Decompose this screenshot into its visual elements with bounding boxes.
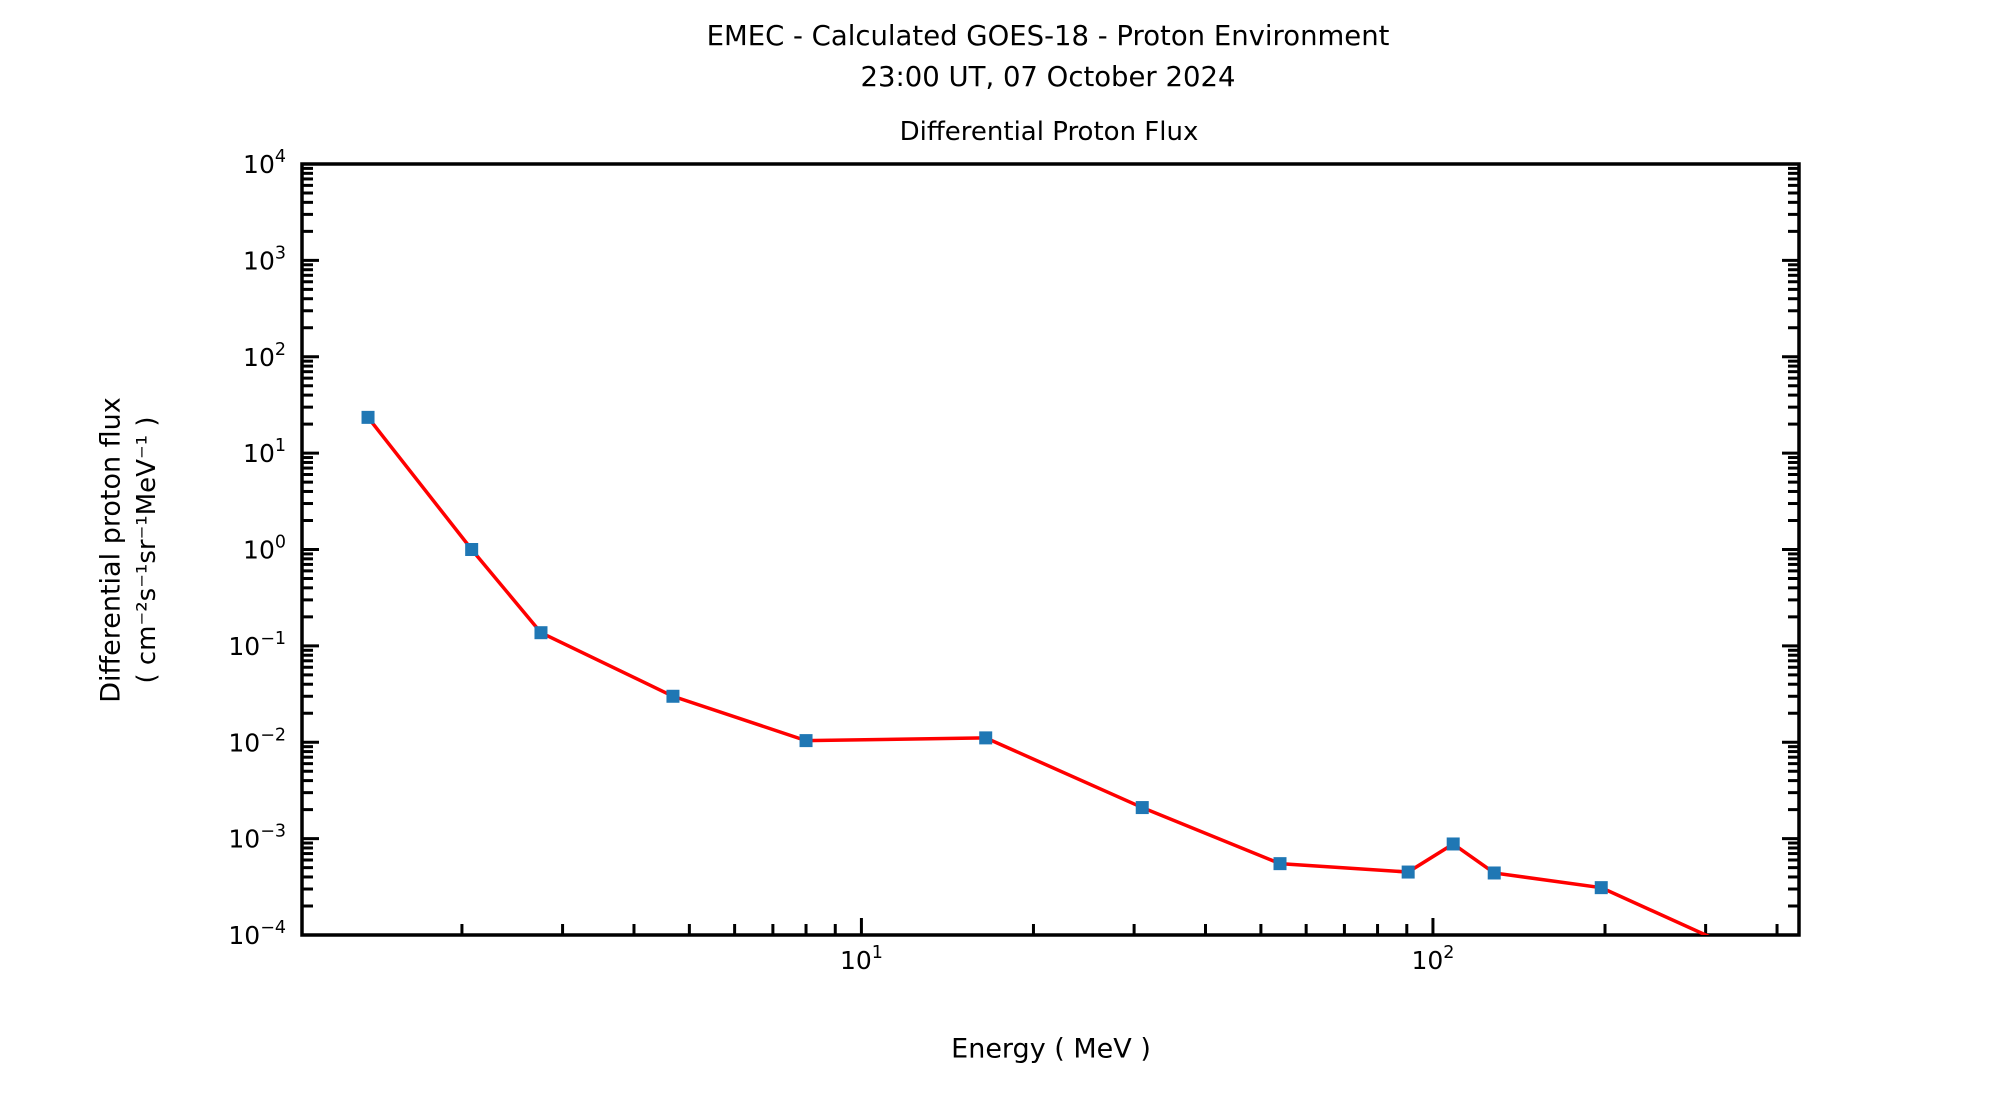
flux-markers	[361, 410, 1739, 954]
x-axis-label: Energy ( MeV )	[951, 1033, 1151, 1065]
flux-line	[366, 416, 1710, 935]
flux-marker	[1446, 837, 1460, 851]
tick-label: 100	[243, 533, 286, 565]
tick-label: 103	[243, 243, 286, 275]
flux-marker	[1594, 881, 1608, 895]
tick-label: 10−2	[228, 725, 286, 757]
flux-marker	[361, 410, 375, 424]
flux-marker	[534, 626, 548, 640]
tick-label: 10−4	[228, 918, 286, 950]
tick-label: 10−1	[228, 629, 286, 661]
figure-title-line1: EMEC - Calculated GOES-18 - Proton Envir…	[706, 20, 1390, 52]
tick-label: 101	[840, 943, 883, 975]
tick-label: 104	[243, 147, 286, 179]
axes-title: Differential Proton Flux	[899, 117, 1199, 147]
plot-border	[300, 162, 1801, 937]
tick-label: 101	[243, 436, 286, 468]
flux-marker	[1726, 941, 1739, 954]
flux-marker	[979, 731, 993, 745]
flux-marker	[1487, 866, 1501, 880]
tick-label: 102	[1411, 943, 1454, 975]
flux-marker	[1135, 801, 1149, 815]
tick-label: 102	[243, 340, 286, 372]
tick-labels: 101 102 104 103 102 101 100 10−1 10−2 10−3 10−4	[228, 147, 1454, 975]
flux-marker	[799, 734, 813, 748]
flux-marker	[1401, 865, 1415, 879]
flux-marker	[1273, 857, 1287, 871]
axis-ticks	[302, 162, 1799, 937]
flux-marker	[666, 689, 680, 703]
flux-marker	[465, 543, 479, 556]
figure-title-line2: 23:00 UT, 07 October 2024	[860, 61, 1236, 93]
tick-label: 10−3	[228, 822, 286, 854]
